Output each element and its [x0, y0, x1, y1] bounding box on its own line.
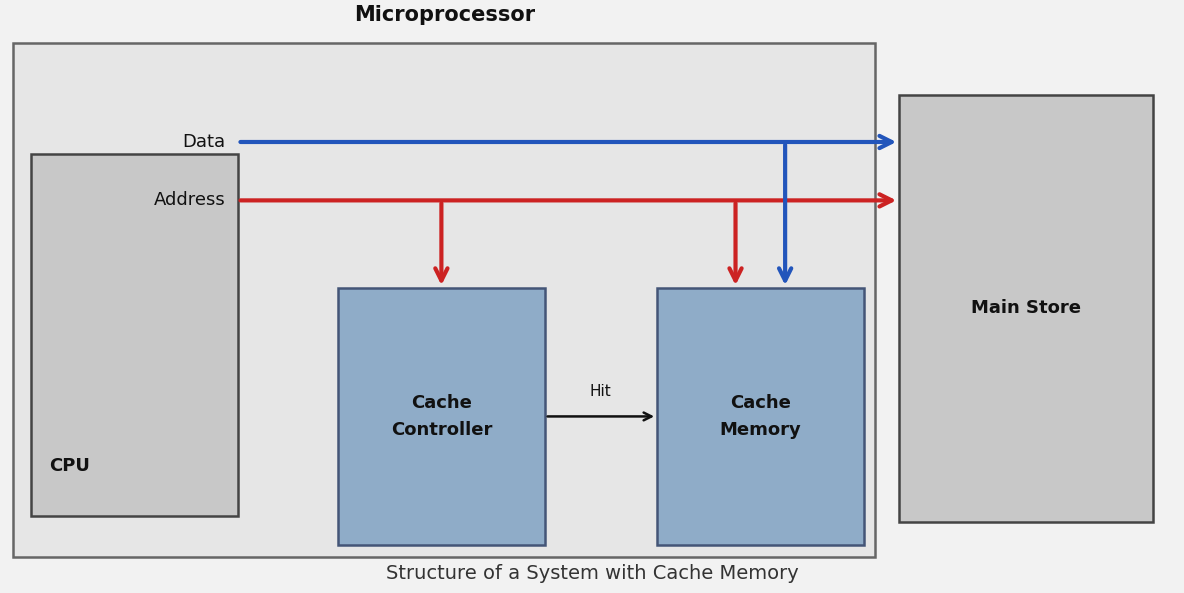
FancyBboxPatch shape — [339, 288, 545, 545]
Text: Cache
Memory: Cache Memory — [720, 394, 802, 439]
Text: Microprocessor: Microprocessor — [354, 5, 535, 25]
Text: Structure of a System with Cache Memory: Structure of a System with Cache Memory — [386, 564, 798, 583]
FancyBboxPatch shape — [13, 43, 875, 557]
Text: CPU: CPU — [49, 457, 90, 475]
FancyBboxPatch shape — [899, 95, 1153, 521]
Text: Data: Data — [182, 133, 226, 151]
Text: Hit: Hit — [590, 384, 612, 399]
Text: Cache
Controller: Cache Controller — [391, 394, 493, 439]
FancyBboxPatch shape — [657, 288, 863, 545]
Text: Address: Address — [154, 192, 226, 209]
FancyBboxPatch shape — [31, 154, 238, 516]
Text: Main Store: Main Store — [971, 299, 1081, 317]
